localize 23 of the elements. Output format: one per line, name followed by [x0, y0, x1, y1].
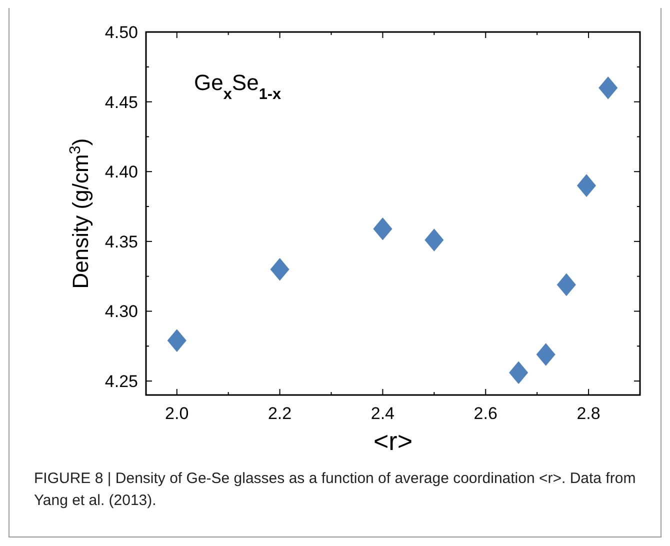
y-tick-label: 4.45: [104, 92, 138, 112]
y-tick-label: 4.40: [104, 162, 138, 182]
x-tick-label: 2.2: [268, 404, 292, 423]
x-tick-label: 2.8: [576, 404, 600, 423]
point: [576, 174, 596, 197]
y-tick-label: 4.35: [104, 232, 138, 252]
y-tick-label: 4.50: [104, 23, 138, 42]
caption: FIGURE 8 | Density of Ge-Se glasses as a function of average coordination <r>. Data from Yang et al. (2013).: [34, 469, 637, 511]
y-tick-label: 4.25: [104, 372, 138, 392]
point: [270, 258, 290, 281]
point: [509, 361, 528, 384]
x-tick-label: 2.6: [474, 404, 498, 423]
point: [556, 273, 576, 296]
point: [536, 343, 556, 366]
point: [598, 76, 618, 100]
point: [424, 228, 444, 252]
x-tick-label: 2.4: [370, 404, 395, 423]
annotation: Ge$_{x}$Se$_{1-x}$: [194, 70, 282, 102]
y-tick-label: 4.30: [104, 302, 138, 322]
x-axis-title: <r>: [373, 426, 413, 456]
x-tick-label: 2.0: [165, 404, 189, 423]
point: [167, 329, 186, 352]
point: [373, 217, 392, 240]
